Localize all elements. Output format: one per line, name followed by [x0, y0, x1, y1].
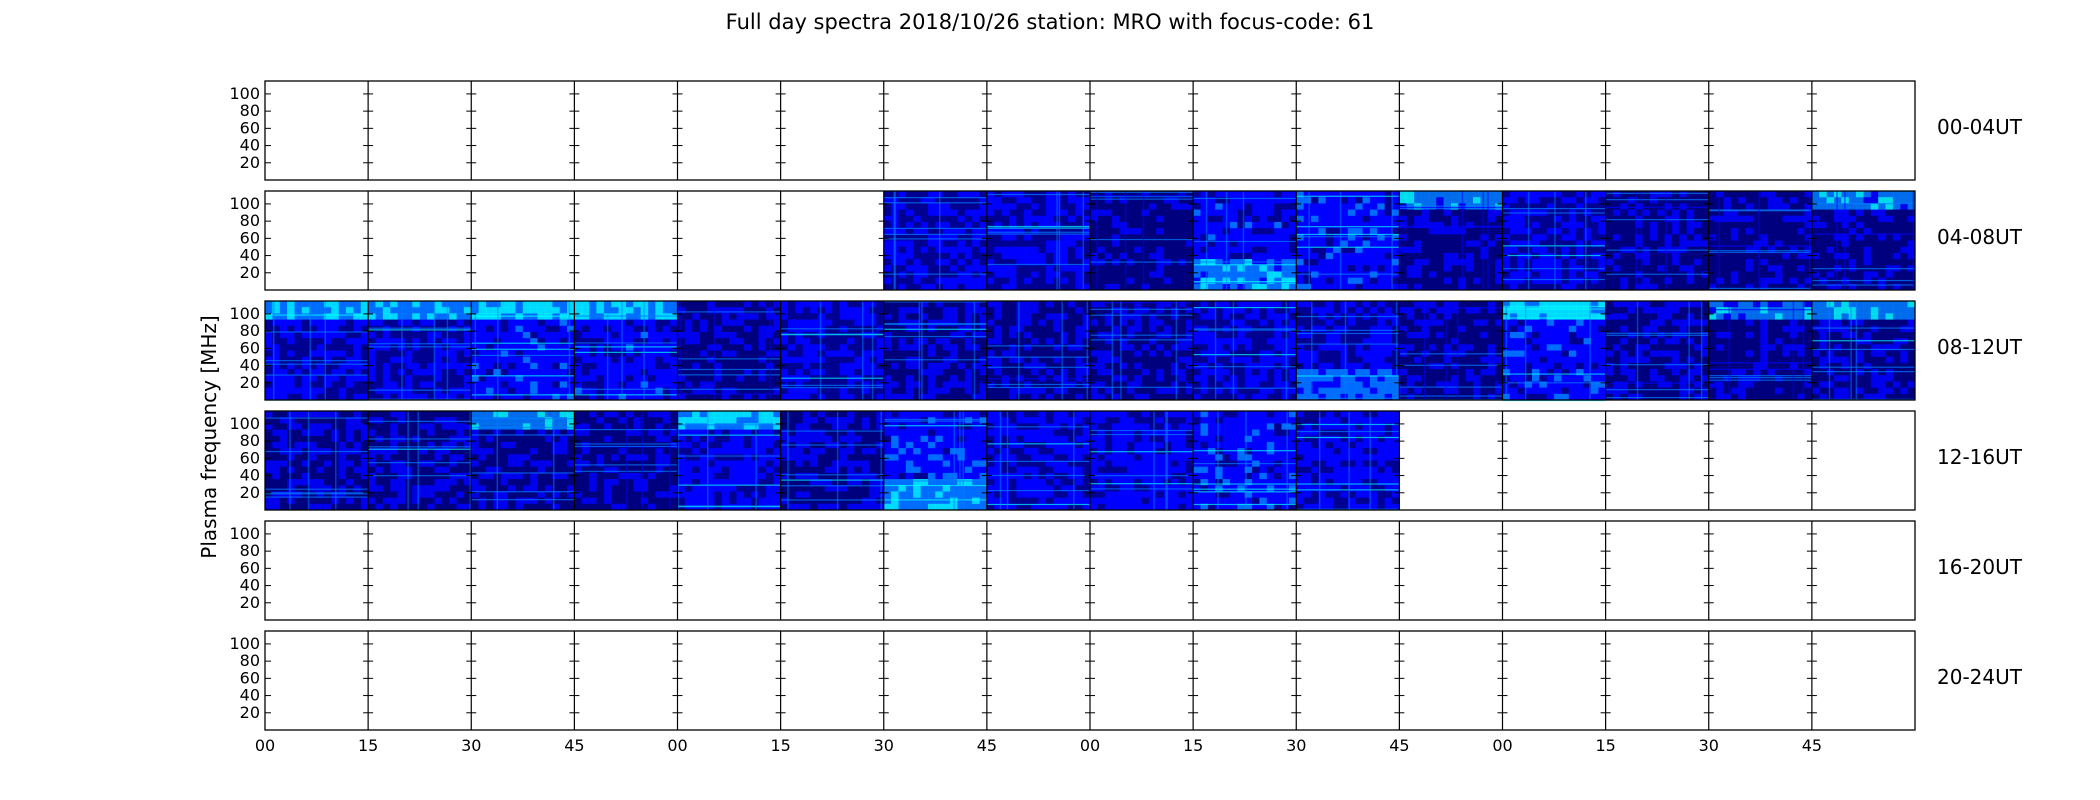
y-tick-label: 60	[240, 448, 260, 467]
spectrum-panel	[1090, 411, 1194, 511]
spectrum-panel	[368, 301, 472, 401]
spectrum-panel	[780, 411, 885, 511]
row-label: 08-12UT	[1937, 335, 2023, 359]
spectrum-panel	[1708, 301, 1813, 401]
y-tick-label: 60	[240, 338, 260, 357]
spectrum-panel	[471, 411, 576, 511]
y-tick-label: 80	[240, 211, 260, 230]
x-tick-label: 30	[874, 736, 894, 755]
spectrum-panel	[677, 301, 781, 401]
y-tick-label: 40	[240, 686, 260, 705]
y-tick-label: 40	[240, 576, 260, 595]
spectrum-panel	[265, 411, 369, 511]
y-tick-label: 80	[240, 651, 260, 670]
x-tick-label: 15	[1595, 736, 1615, 755]
x-tick-label: 00	[1080, 736, 1100, 755]
y-tick-label: 40	[240, 466, 260, 485]
y-tick-label: 40	[240, 136, 260, 155]
chart-title: Full day spectra 2018/10/26 station: MRO…	[725, 10, 1375, 34]
y-tick-label: 100	[229, 634, 260, 653]
row-label: 12-16UT	[1937, 445, 2023, 469]
spectrum-panel	[883, 191, 988, 291]
spectrum-panel	[1708, 191, 1813, 291]
spectrum-panel	[1605, 191, 1710, 291]
y-tick-label: 60	[240, 668, 260, 687]
row-label: 20-24UT	[1937, 665, 2023, 689]
x-tick-label: 15	[770, 736, 790, 755]
y-tick-label: 60	[240, 228, 260, 247]
y-tick-label: 40	[240, 246, 260, 265]
spectrum-panel	[1502, 191, 1606, 291]
row-label: 04-08UT	[1937, 225, 2023, 249]
y-tick-label: 100	[229, 84, 260, 103]
spectrum-panel	[986, 301, 1091, 401]
spectrum-panel	[265, 301, 369, 401]
y-tick-label: 100	[229, 304, 260, 323]
x-tick-label: 00	[1492, 736, 1512, 755]
row-label: 00-04UT	[1937, 115, 2023, 139]
spectrum-panel	[471, 301, 575, 401]
spectrum-panel	[1605, 301, 1710, 401]
spectrum-panel	[1193, 301, 1297, 401]
x-tick-label: 30	[1286, 736, 1306, 755]
row-label: 16-20UT	[1937, 555, 2023, 579]
y-tick-label: 100	[229, 524, 260, 543]
y-tick-label: 80	[240, 321, 260, 340]
spectrum-panel	[1811, 191, 1916, 291]
y-tick-label: 40	[240, 356, 260, 375]
y-tick-label: 20	[240, 373, 260, 392]
spectrum-panel	[1296, 411, 1400, 511]
x-tick-label: 45	[564, 736, 584, 755]
spectrum-panel	[780, 301, 885, 401]
axes-layer: 2040608010000-04UT2040608010004-08UT2040…	[229, 80, 2023, 755]
y-tick-label: 80	[240, 101, 260, 120]
spectrum-panel	[883, 301, 988, 401]
y-tick-label: 100	[229, 414, 260, 433]
x-tick-label: 45	[1389, 736, 1409, 755]
y-tick-label: 20	[240, 703, 260, 722]
y-tick-label: 20	[240, 593, 260, 612]
spectrum-panel	[986, 411, 1091, 511]
y-tick-label: 20	[240, 263, 260, 282]
spectrum-panel	[1399, 301, 1503, 401]
x-tick-label: 00	[255, 736, 275, 755]
spectrum-panel	[883, 411, 988, 511]
spectrum-panel	[1193, 191, 1297, 291]
spectrum-panel	[1502, 301, 1606, 402]
x-tick-label: 45	[1802, 736, 1822, 755]
x-tick-label: 30	[461, 736, 481, 755]
y-tick-label: 20	[240, 153, 260, 172]
spectrum-panel	[574, 411, 678, 511]
x-tick-label: 15	[358, 736, 378, 755]
x-tick-label: 15	[1183, 736, 1203, 755]
x-tick-label: 45	[977, 736, 997, 755]
spectrum-panel	[1090, 301, 1194, 401]
spectrum-panel	[1296, 191, 1400, 291]
x-tick-label: 30	[1699, 736, 1719, 755]
y-tick-label: 100	[229, 194, 260, 213]
spectrum-panel	[1811, 301, 1916, 401]
x-tick-label: 00	[667, 736, 687, 755]
spectrum-panel	[1399, 191, 1503, 291]
y-tick-label: 60	[240, 118, 260, 137]
spectrum-panel	[574, 301, 678, 401]
spectrum-panel	[1193, 411, 1297, 511]
spectrum-panel	[986, 191, 1091, 291]
y-tick-label: 80	[240, 541, 260, 560]
spectra-layer	[265, 191, 1916, 511]
spectrum-panel	[677, 411, 781, 511]
y-tick-label: 80	[240, 431, 260, 450]
spectrum-panel	[1090, 191, 1194, 291]
y-tick-label: 20	[240, 483, 260, 502]
spectrum-panel	[1296, 301, 1400, 401]
y-tick-label: 60	[240, 558, 260, 577]
spectrum-panel	[368, 411, 472, 511]
